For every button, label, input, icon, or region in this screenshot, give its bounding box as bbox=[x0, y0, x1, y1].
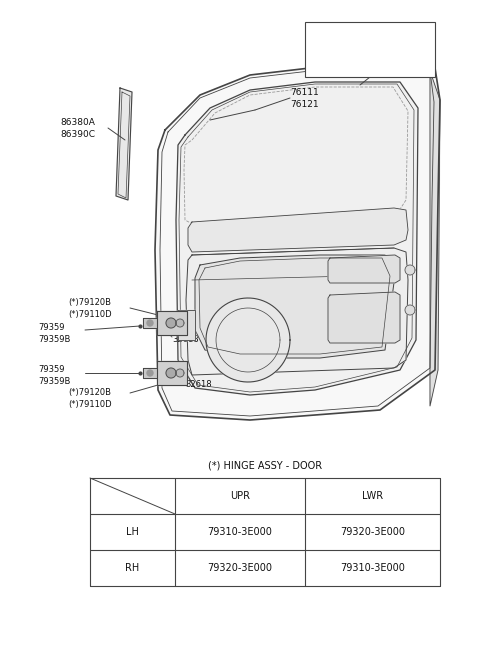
Polygon shape bbox=[430, 71, 440, 406]
Text: 32618: 32618 bbox=[172, 335, 199, 344]
Polygon shape bbox=[157, 361, 187, 385]
Polygon shape bbox=[186, 248, 408, 375]
Circle shape bbox=[405, 265, 415, 275]
Bar bbox=[305, 22, 435, 77]
Text: (*) HINGE ASSY - DOOR: (*) HINGE ASSY - DOOR bbox=[208, 460, 322, 470]
Circle shape bbox=[166, 318, 176, 328]
Text: 76111
76121: 76111 76121 bbox=[290, 88, 319, 109]
Polygon shape bbox=[143, 368, 157, 378]
Polygon shape bbox=[155, 65, 440, 420]
Polygon shape bbox=[157, 311, 187, 335]
Polygon shape bbox=[195, 255, 395, 358]
Text: LH: LH bbox=[126, 527, 139, 537]
Polygon shape bbox=[328, 255, 400, 283]
Circle shape bbox=[147, 320, 153, 326]
Polygon shape bbox=[143, 318, 157, 328]
Text: 79320-3E000: 79320-3E000 bbox=[340, 527, 405, 537]
Text: UPR: UPR bbox=[230, 491, 250, 501]
Text: LWR: LWR bbox=[362, 491, 383, 501]
Polygon shape bbox=[206, 298, 290, 382]
Polygon shape bbox=[116, 88, 132, 200]
Text: 79310-3E000: 79310-3E000 bbox=[340, 563, 405, 573]
Text: 79320-3E000: 79320-3E000 bbox=[207, 563, 273, 573]
Text: 79359
79359B: 79359 79359B bbox=[38, 323, 71, 344]
Circle shape bbox=[166, 368, 176, 378]
Text: (*)79120B
(*)79110D: (*)79120B (*)79110D bbox=[68, 298, 112, 319]
Text: 76003
76004: 76003 76004 bbox=[349, 30, 380, 53]
Polygon shape bbox=[176, 82, 418, 395]
Text: (*)79120B
(*)79110D: (*)79120B (*)79110D bbox=[68, 388, 112, 409]
Circle shape bbox=[405, 305, 415, 315]
Polygon shape bbox=[328, 292, 400, 343]
Text: 79310-3E000: 79310-3E000 bbox=[207, 527, 273, 537]
Circle shape bbox=[176, 319, 184, 327]
Circle shape bbox=[147, 370, 153, 376]
Text: 86380A
86390C: 86380A 86390C bbox=[60, 118, 95, 139]
Polygon shape bbox=[178, 310, 195, 340]
Circle shape bbox=[176, 369, 184, 377]
Text: RH: RH bbox=[125, 563, 140, 573]
Polygon shape bbox=[188, 208, 408, 252]
Text: 32618: 32618 bbox=[185, 380, 212, 389]
Text: 79359
79359B: 79359 79359B bbox=[38, 365, 71, 386]
